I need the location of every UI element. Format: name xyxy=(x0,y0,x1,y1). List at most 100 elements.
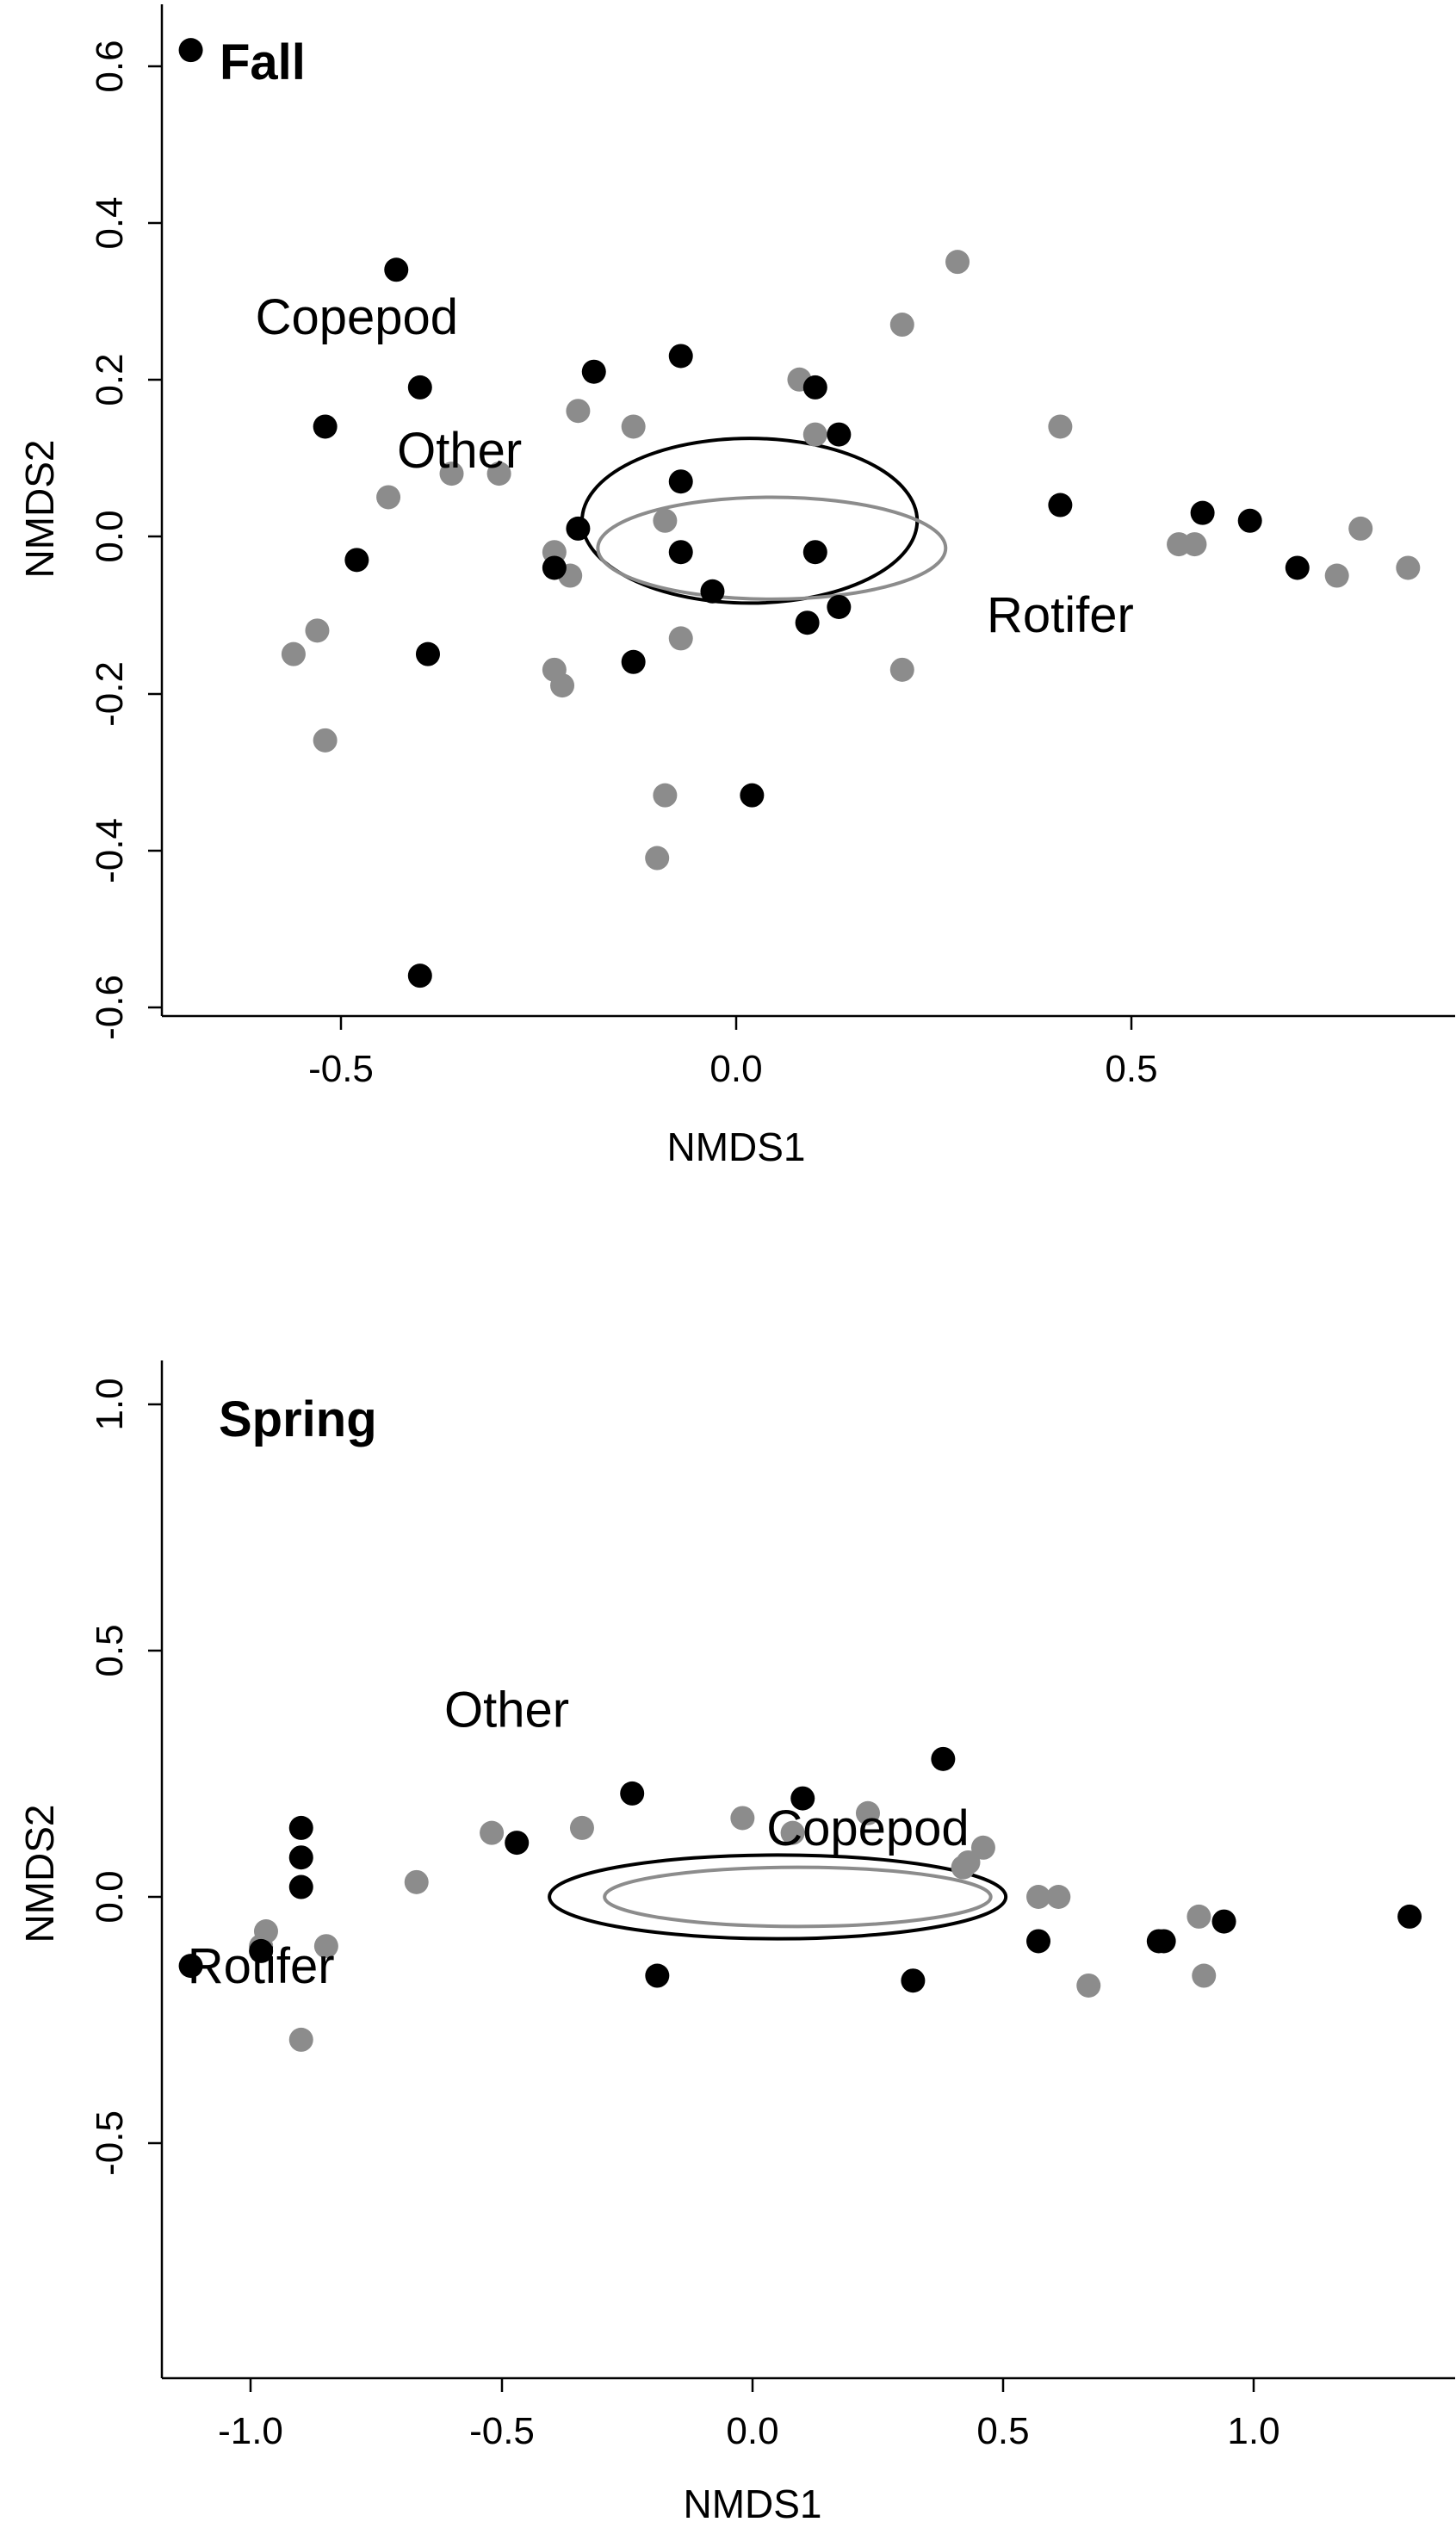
spring-point-dark xyxy=(178,1954,203,1979)
spring-point-dark xyxy=(1151,1929,1176,1954)
fall-point-dark xyxy=(668,344,693,369)
fall-point-dark xyxy=(827,594,852,619)
fall-point-dark xyxy=(1190,500,1215,525)
fall-point-dark xyxy=(1237,508,1262,533)
spring-y-tick-label: 0.0 xyxy=(89,1870,131,1923)
spring-point-dark xyxy=(249,1938,274,1963)
fall-point-light xyxy=(645,846,670,871)
fall-point-light xyxy=(486,462,511,486)
fall-point-light xyxy=(1396,555,1421,580)
spring-point-light xyxy=(288,2027,313,2052)
spring-x-tick-label: -0.5 xyxy=(469,2410,535,2452)
fall-point-light xyxy=(550,673,575,698)
fall-point-dark xyxy=(802,540,827,565)
spring-panel: -1.0 -0.5 0.0 0.5 1.0 -0.5 0.0 0.5 1.0 N… xyxy=(17,1360,1455,2522)
fall-y-tick-label: -0.2 xyxy=(89,661,131,727)
spring-point-dark xyxy=(931,1746,956,1771)
fall-point-dark xyxy=(415,641,440,666)
spring-point-light xyxy=(313,1934,338,1959)
spring-y-tick-label: 0.5 xyxy=(89,1624,131,1676)
spring-group-labels: Other Copepod Rotifer xyxy=(188,1682,970,1994)
fall-label-copepod: Copepod xyxy=(256,289,458,345)
spring-label-rotifer: Rotifer xyxy=(188,1938,335,1994)
fall-point-dark xyxy=(1285,555,1310,580)
fall-y-axis-label: NMDS2 xyxy=(17,439,62,578)
fall-y-tick-label: -0.4 xyxy=(89,818,131,883)
fall-point-dark xyxy=(178,38,203,63)
spring-label-other: Other xyxy=(444,1682,569,1738)
fall-point-light xyxy=(376,485,401,510)
spring-point-dark xyxy=(620,1781,645,1806)
spring-point-light xyxy=(480,1820,505,1845)
fall-y-tick-label: 0.6 xyxy=(89,40,131,92)
fall-point-dark xyxy=(802,375,827,400)
fall-label-other: Other xyxy=(397,423,522,479)
fall-point-light xyxy=(313,728,338,753)
spring-point-dark xyxy=(1211,1909,1236,1934)
fall-x-tick-label: -0.5 xyxy=(308,1048,374,1090)
fall-ellipse-light xyxy=(596,495,948,601)
spring-x-tick-label: -1.0 xyxy=(218,2410,283,2452)
fall-point-dark xyxy=(740,783,765,808)
fall-point-dark xyxy=(700,579,725,604)
spring-point-dark xyxy=(901,1968,926,1993)
spring-point-light xyxy=(970,1835,995,1860)
fall-y-tick-label: 0.4 xyxy=(89,196,131,249)
spring-y-tick-label: 1.0 xyxy=(89,1378,131,1430)
fall-group-labels: Copepod Other Rotifer xyxy=(256,289,1134,643)
spring-point-light xyxy=(780,1820,805,1845)
fall-point-dark xyxy=(1048,493,1073,517)
spring-point-dark xyxy=(288,1845,313,1870)
fall-y-tick-label: 0.0 xyxy=(89,510,131,562)
fall-point-light xyxy=(889,313,914,338)
fall-x-tick-label: 0.5 xyxy=(1105,1048,1157,1090)
spring-point-light xyxy=(855,1800,880,1825)
fall-point-light xyxy=(668,626,693,651)
spring-y-ticks: -0.5 0.0 0.5 1.0 xyxy=(89,1378,162,2176)
fall-point-dark xyxy=(581,359,606,384)
fall-x-tick-label: 0.0 xyxy=(709,1048,762,1090)
fall-point-light xyxy=(621,414,646,439)
spring-y-axis-label: NMDS2 xyxy=(17,1804,62,1943)
fall-point-light xyxy=(1182,532,1207,557)
spring-ellipse-light xyxy=(603,1865,993,1929)
fall-point-dark xyxy=(344,548,369,573)
fall-point-light xyxy=(945,250,970,275)
fall-point-dark xyxy=(668,540,693,565)
spring-x-tick-label: 0.0 xyxy=(726,2410,778,2452)
fall-point-dark xyxy=(313,414,338,439)
spring-point-dark xyxy=(1026,1929,1051,1954)
fall-point-light xyxy=(1048,414,1073,439)
fall-point-light xyxy=(889,657,914,682)
spring-point-dark xyxy=(790,1786,815,1811)
fall-point-dark xyxy=(542,555,567,580)
spring-x-tick-label: 1.0 xyxy=(1227,2410,1279,2452)
fall-point-dark xyxy=(827,422,852,447)
spring-point-light xyxy=(1026,1885,1051,1909)
spring-point-dark xyxy=(645,1963,670,1988)
fall-y-tick-label: 0.2 xyxy=(89,353,131,406)
fall-point-light xyxy=(439,462,464,486)
spring-point-light xyxy=(1192,1963,1217,1988)
spring-point-dark xyxy=(288,1815,313,1840)
fall-points xyxy=(178,38,1421,988)
spring-point-light xyxy=(1186,1904,1211,1929)
fall-point-light xyxy=(653,508,678,533)
fall-point-dark xyxy=(407,375,432,400)
spring-point-light xyxy=(730,1806,755,1831)
spring-point-dark xyxy=(505,1831,530,1856)
fall-point-light xyxy=(1348,516,1373,541)
spring-x-tick-label: 0.5 xyxy=(976,2410,1029,2452)
spring-x-axis-label: NMDS1 xyxy=(683,2482,821,2522)
fall-panel-title: Fall xyxy=(220,34,306,90)
spring-x-ticks: -1.0 -0.5 0.0 0.5 1.0 xyxy=(218,2378,1280,2452)
spring-points xyxy=(178,1746,1422,2052)
fall-y-tick-label: -0.6 xyxy=(89,975,131,1040)
fall-point-light xyxy=(802,422,827,447)
spring-point-dark xyxy=(1397,1904,1422,1929)
spring-point-light xyxy=(1076,1973,1101,1998)
spring-point-light xyxy=(404,1869,429,1894)
fall-x-axis-label: NMDS1 xyxy=(666,1125,805,1169)
fall-point-light xyxy=(281,641,306,666)
